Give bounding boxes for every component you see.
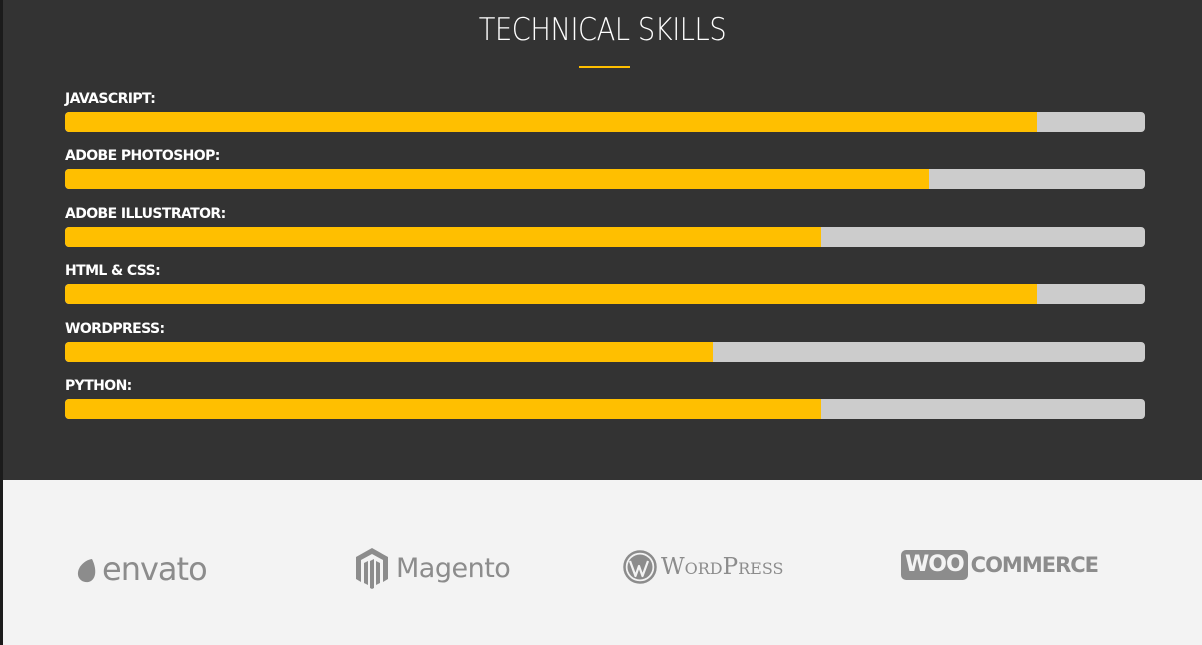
envato-logo[interactable]: envato xyxy=(75,550,208,588)
skill-bar-fill xyxy=(65,112,1037,132)
skill-javascript: JAVASCRIPT: xyxy=(65,90,1145,132)
skill-label: HTML & CSS: xyxy=(65,263,161,279)
skill-label: ADOBE ILLUSTRATOR: xyxy=(65,206,226,222)
skill-adobe-photoshop: ADOBE PHOTOSHOP: xyxy=(65,147,1145,189)
left-edge xyxy=(0,0,3,645)
woo-badge: WOO xyxy=(901,550,968,580)
skill-label: ADOBE PHOTOSHOP: xyxy=(65,148,220,164)
magento-icon xyxy=(356,548,388,589)
skill-bar-fill xyxy=(65,342,713,362)
client-logos-section: envato Magento WordPress WOO COMMERCE xyxy=(3,480,1202,645)
skill-bar-track xyxy=(65,342,1145,362)
skill-python: PYTHON: xyxy=(65,377,1145,419)
skill-label: WORDPRESS: xyxy=(65,321,165,337)
skill-bar-fill xyxy=(65,284,1037,304)
magento-wordmark: Magento xyxy=(396,552,511,584)
woocommerce-logo[interactable]: WOO COMMERCE xyxy=(901,550,1099,580)
section-title: TECHNICAL SKILLS xyxy=(478,12,727,48)
skill-wordpress: WORDPRESS: xyxy=(65,320,1145,362)
skill-bar-track xyxy=(65,169,1145,189)
skill-bar-fill xyxy=(65,169,929,189)
wordpress-logo[interactable]: WordPress xyxy=(623,550,783,584)
wordpress-w-icon xyxy=(623,550,657,584)
skill-label: PYTHON: xyxy=(65,378,132,394)
technical-skills-section: TECHNICAL SKILLS JAVASCRIPT: ADOBE PHOTO… xyxy=(3,0,1202,480)
skill-label: JAVASCRIPT: xyxy=(65,91,156,107)
skill-bar-track xyxy=(65,284,1145,304)
skill-bar-fill xyxy=(65,399,821,419)
title-underline xyxy=(579,66,630,68)
skill-bar-track xyxy=(65,227,1145,247)
skill-html-css: HTML & CSS: xyxy=(65,262,1145,304)
envato-wordmark: envato xyxy=(102,550,208,588)
skill-bar-track xyxy=(65,399,1145,419)
magento-logo[interactable]: Magento xyxy=(354,546,511,590)
wordpress-wordmark: WordPress xyxy=(661,554,784,580)
woocommerce-wordmark: COMMERCE xyxy=(970,553,1099,577)
skill-adobe-illustrator: ADOBE ILLUSTRATOR: xyxy=(65,205,1145,247)
skill-bar-track xyxy=(65,112,1145,132)
skill-bar-fill xyxy=(65,227,821,247)
envato-leaf-icon xyxy=(77,559,96,583)
